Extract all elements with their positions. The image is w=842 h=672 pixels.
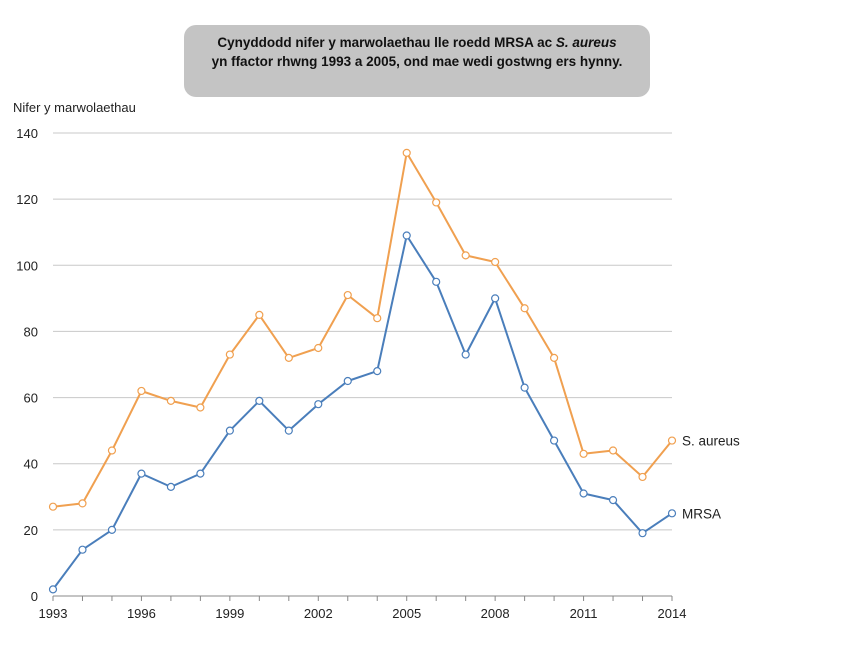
data-point <box>373 367 382 376</box>
data-point <box>225 350 234 359</box>
y-tick-label: 80 <box>24 324 38 339</box>
data-point <box>549 353 559 362</box>
data-point <box>491 257 500 267</box>
data-point <box>373 314 382 323</box>
callout-line1-prefix: Cynyddodd nifer y marwolaethau lle roedd… <box>217 35 556 50</box>
x-tick-label: 1993 <box>39 606 68 621</box>
data-point <box>107 446 117 455</box>
y-tick-label: 0 <box>31 589 38 604</box>
data-point <box>432 198 441 207</box>
data-point <box>78 545 87 554</box>
x-tick-label: 1996 <box>127 606 156 621</box>
data-point <box>638 472 647 482</box>
y-axis-label: Nifer y marwolaethau <box>13 100 136 115</box>
data-point <box>520 304 529 313</box>
data-point <box>520 383 529 392</box>
data-point <box>166 482 176 491</box>
y-tick-label: 100 <box>16 258 38 273</box>
callout-line1-italic: S. aureus <box>555 35 617 50</box>
chart-callout: Cynyddodd nifer y marwolaethau lle roedd… <box>184 25 650 97</box>
data-point <box>402 231 411 240</box>
data-point <box>549 436 559 445</box>
data-point <box>608 495 618 505</box>
data-point <box>48 585 58 594</box>
x-tick-label: 2008 <box>481 606 510 621</box>
data-point <box>166 396 176 405</box>
y-tick-label: 140 <box>16 126 38 141</box>
x-tick-label: 2011 <box>570 606 598 621</box>
data-point <box>491 294 500 303</box>
series-line-s-aureus <box>52 151 673 508</box>
data-point <box>196 469 205 478</box>
data-point <box>343 376 352 386</box>
data-point <box>48 502 58 511</box>
data-point <box>137 469 146 478</box>
y-tick-label: 40 <box>24 457 38 472</box>
data-point <box>667 509 677 518</box>
y-tick-label: 120 <box>16 192 38 207</box>
y-tick-label: 60 <box>24 391 38 406</box>
y-tick-label: 20 <box>24 523 38 538</box>
series-label: S. aureus <box>682 434 740 449</box>
data-point <box>579 489 588 498</box>
data-point <box>667 436 677 445</box>
data-point <box>255 396 264 405</box>
data-point <box>343 290 352 300</box>
data-point <box>461 350 470 359</box>
x-tick-label: 2014 <box>658 606 687 621</box>
data-point <box>284 353 293 362</box>
series-label: MRSA <box>682 506 721 521</box>
data-point <box>137 386 146 396</box>
callout-line2: yn ffactor rhwng 1993 a 2005, ond mae we… <box>211 54 623 69</box>
data-point <box>107 525 117 534</box>
data-point <box>461 251 470 260</box>
data-point <box>255 310 264 319</box>
data-point <box>432 277 441 286</box>
data-point <box>225 426 234 435</box>
data-point <box>638 529 647 538</box>
data-point <box>579 449 588 458</box>
data-point <box>314 343 323 353</box>
data-point <box>402 148 411 157</box>
data-point <box>284 426 293 435</box>
data-point <box>608 446 618 455</box>
data-point <box>196 403 205 412</box>
x-tick-label: 2002 <box>304 606 333 621</box>
x-tick-label: 1999 <box>215 606 244 621</box>
series-line-mrsa <box>52 234 673 590</box>
data-point <box>78 499 87 508</box>
x-tick-label: 2005 <box>392 606 421 621</box>
data-point <box>314 400 323 409</box>
